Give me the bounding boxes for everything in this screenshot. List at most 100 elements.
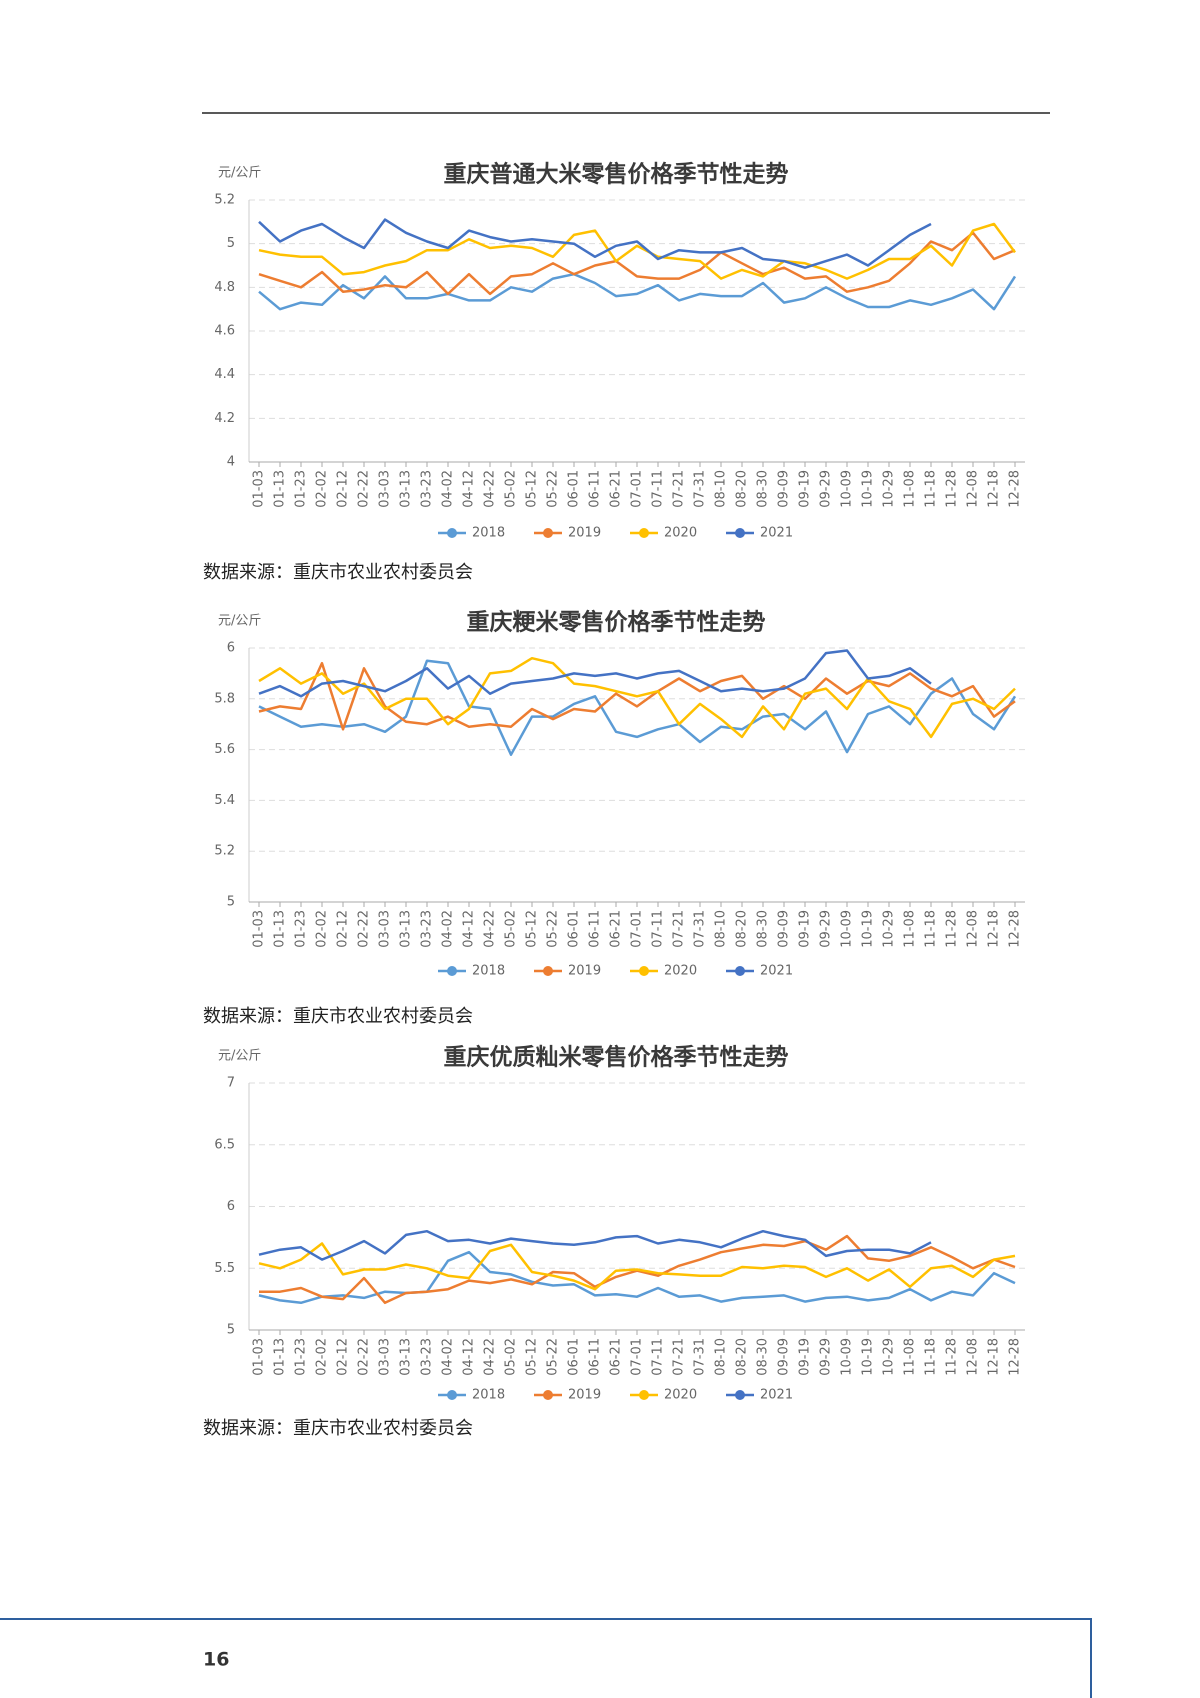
x-tick-label: 04-02 <box>441 1338 456 1376</box>
y-tick-label: 4.2 <box>214 411 235 426</box>
legend-marker <box>639 966 649 976</box>
x-tick-label: 07-21 <box>672 910 687 948</box>
x-tick-label: 02-12 <box>336 1338 351 1376</box>
x-tick-label: 04-12 <box>462 470 477 508</box>
x-tick-label: 09-09 <box>777 470 792 508</box>
y-tick-label: 5.2 <box>214 193 235 208</box>
x-tick-label: 04-22 <box>483 1338 498 1376</box>
legend-label: 2021 <box>760 526 793 541</box>
legend-marker <box>735 528 745 538</box>
y-tick-label: 5.4 <box>214 793 235 808</box>
y-tick-label: 4.8 <box>214 280 235 295</box>
series-line <box>258 656 1016 739</box>
x-tick-label: 03-03 <box>378 1338 393 1376</box>
series-line <box>258 659 1017 756</box>
x-tick-label: 02-22 <box>357 470 372 508</box>
x-tick-label: 10-19 <box>861 470 876 508</box>
x-tick-label: 05-02 <box>504 1338 519 1376</box>
x-tick-label: 12-18 <box>987 470 1002 508</box>
x-tick-label: 02-12 <box>336 910 351 948</box>
y-tick-label: 4 <box>227 455 235 470</box>
legend-label: 2019 <box>568 1388 601 1403</box>
y-axis-label: 元/公斤 <box>218 166 261 181</box>
x-tick-label: 06-11 <box>588 470 603 508</box>
x-tick-label: 02-22 <box>357 910 372 948</box>
x-tick-label: 12-18 <box>987 910 1002 948</box>
source-note: 数据来源：重庆市农业农村委员会 <box>203 1006 473 1027</box>
x-tick-label: 10-09 <box>840 470 855 508</box>
x-tick-label: 07-31 <box>693 470 708 508</box>
y-tick-label: 5 <box>227 236 235 251</box>
x-tick-label: 10-09 <box>840 1338 855 1376</box>
x-tick-label: 01-03 <box>252 910 267 948</box>
y-axis-label: 元/公斤 <box>218 614 261 629</box>
legend-label: 2021 <box>760 1388 793 1403</box>
x-tick-label: 11-18 <box>924 470 939 508</box>
x-tick-label: 02-02 <box>315 1338 330 1376</box>
x-tick-label: 06-21 <box>609 910 624 948</box>
legend-label: 2018 <box>472 964 505 979</box>
x-tick-label: 01-13 <box>273 910 288 948</box>
x-tick-label: 02-02 <box>315 910 330 948</box>
legend-label: 2018 <box>472 526 505 541</box>
x-tick-label: 11-08 <box>903 1338 918 1376</box>
x-tick-label: 08-20 <box>735 470 750 508</box>
x-tick-label: 05-22 <box>546 910 561 948</box>
x-tick-label: 10-29 <box>882 1338 897 1376</box>
x-tick-label: 01-03 <box>252 1338 267 1376</box>
x-tick-label: 09-19 <box>798 910 813 948</box>
x-tick-label: 01-23 <box>294 910 309 948</box>
x-tick-label: 08-30 <box>756 470 771 508</box>
x-tick-label: 12-08 <box>966 470 981 508</box>
legend-marker <box>447 1390 457 1400</box>
y-tick-label: 5 <box>227 895 235 910</box>
x-tick-label: 11-28 <box>945 1338 960 1376</box>
x-tick-label: 01-23 <box>294 470 309 508</box>
x-tick-label: 11-28 <box>945 910 960 948</box>
x-tick-label: 01-13 <box>273 470 288 508</box>
legend-marker <box>639 1390 649 1400</box>
x-tick-label: 07-11 <box>651 1338 666 1376</box>
x-tick-label: 08-10 <box>714 910 729 948</box>
series-line <box>258 1242 1016 1291</box>
x-tick-label: 11-08 <box>903 910 918 948</box>
x-tick-label: 04-12 <box>462 910 477 948</box>
legend-marker <box>543 528 553 538</box>
x-tick-label: 10-29 <box>882 910 897 948</box>
x-tick-label: 08-10 <box>714 1338 729 1376</box>
x-tick-label: 06-21 <box>609 470 624 508</box>
x-tick-label: 12-18 <box>987 1338 1002 1376</box>
x-tick-label: 07-01 <box>630 1338 645 1376</box>
x-tick-label: 08-20 <box>735 1338 750 1376</box>
y-tick-label: 6 <box>227 1199 235 1214</box>
x-tick-label: 06-11 <box>588 1338 603 1376</box>
x-tick-label: 04-12 <box>462 1338 477 1376</box>
x-tick-label: 05-12 <box>525 470 540 508</box>
x-tick-label: 03-13 <box>399 1338 414 1376</box>
legend-label: 2021 <box>760 964 793 979</box>
legend-marker <box>543 966 553 976</box>
x-tick-label: 12-08 <box>966 1338 981 1376</box>
source-note: 数据来源：重庆市农业农村委员会 <box>203 562 473 583</box>
legend-label: 2019 <box>568 964 601 979</box>
x-tick-label: 04-02 <box>441 910 456 948</box>
x-tick-label: 02-02 <box>315 470 330 508</box>
x-tick-label: 12-28 <box>1008 470 1023 508</box>
series-line <box>258 218 932 269</box>
y-tick-label: 5.5 <box>214 1261 235 1276</box>
source-note: 数据来源：重庆市农业农村委员会 <box>203 1418 473 1439</box>
series-line <box>258 661 1016 731</box>
x-tick-label: 09-29 <box>819 910 834 948</box>
x-tick-label: 11-18 <box>924 1338 939 1376</box>
x-tick-label: 05-22 <box>546 1338 561 1376</box>
legend-label: 2018 <box>472 1388 505 1403</box>
x-tick-label: 05-02 <box>504 470 519 508</box>
y-tick-label: 5.6 <box>214 742 235 757</box>
chart-title: 重庆优质籼米零售价格季节性走势 <box>444 1044 789 1071</box>
x-tick-label: 07-01 <box>630 470 645 508</box>
x-tick-label: 09-19 <box>798 470 813 508</box>
y-tick-label: 5.8 <box>214 691 235 706</box>
chart-title: 重庆普通大米零售价格季节性走势 <box>444 161 789 188</box>
y-tick-label: 6.5 <box>214 1137 235 1152</box>
